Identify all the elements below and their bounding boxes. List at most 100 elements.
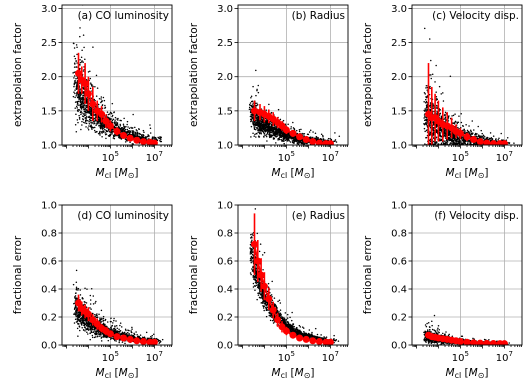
- scatter-point: [255, 136, 257, 138]
- scatter-point: [460, 112, 462, 115]
- scatter-point: [425, 84, 428, 87]
- y-tick-label: 1.0: [217, 141, 233, 152]
- scatter-point: [142, 129, 145, 132]
- scatter-point: [103, 99, 106, 102]
- scatter-point: [451, 142, 453, 144]
- scatter-point: [456, 142, 459, 144]
- scatter-point: [78, 109, 81, 111]
- scatter-point: [458, 138, 461, 141]
- scatter-point: [478, 135, 480, 138]
- scatter-point: [73, 66, 76, 68]
- scatter-point: [81, 124, 83, 126]
- scatter-point: [106, 111, 109, 113]
- scatter-point: [131, 127, 133, 129]
- scatter-point: [282, 133, 284, 136]
- scatter-point: [97, 331, 100, 334]
- scatter-point: [334, 140, 336, 142]
- scatter-point: [135, 134, 137, 136]
- scatter-point: [436, 106, 438, 108]
- scatter-point: [482, 134, 485, 136]
- scatter-point: [84, 287, 86, 290]
- scatter-point: [99, 120, 101, 123]
- x-tick-label: 107: [146, 150, 163, 164]
- x-tick-label: 105: [278, 150, 295, 164]
- scatter-point: [72, 95, 75, 98]
- scatter-point: [149, 127, 152, 129]
- scatter-point: [452, 134, 455, 137]
- scatter-point: [457, 121, 460, 124]
- median-point: [476, 138, 484, 145]
- scatter-point: [115, 121, 117, 123]
- y-tick-label: 1.0: [41, 141, 57, 152]
- scatter-point: [469, 131, 471, 134]
- scatter-point: [85, 109, 88, 111]
- scatter-point: [255, 127, 258, 129]
- scatter-point: [114, 121, 116, 123]
- scatter-point: [274, 129, 277, 131]
- scatter-point: [73, 91, 75, 93]
- scatter-point: [498, 137, 500, 140]
- scatter-point: [255, 132, 258, 135]
- scatter-point: [291, 141, 294, 144]
- scatter-point: [141, 135, 144, 138]
- scatter-point: [124, 128, 127, 131]
- scatter-point: [89, 116, 91, 119]
- scatter-point: [429, 125, 431, 127]
- scatter-point: [153, 138, 156, 140]
- scatter-point: [284, 135, 287, 138]
- scatter-point: [444, 111, 447, 114]
- scatter-point: [283, 133, 286, 135]
- scatter-point: [75, 66, 77, 68]
- scatter-point: [114, 119, 116, 121]
- scatter-point: [453, 123, 456, 125]
- scatter-point: [111, 132, 113, 134]
- scatter-point: [126, 140, 128, 142]
- scatter-point: [128, 127, 131, 130]
- scatter-point: [263, 136, 265, 138]
- scatter-point: [85, 126, 87, 128]
- scatter-point: [456, 121, 458, 123]
- scatter-point: [432, 140, 435, 143]
- scatter-point: [153, 333, 155, 335]
- scatter-point: [118, 134, 121, 137]
- scatter-point: [86, 101, 88, 103]
- scatter-point: [76, 104, 79, 106]
- scatter-point: [84, 105, 87, 107]
- scatter-point: [88, 122, 91, 125]
- scatter-point: [485, 137, 488, 140]
- y-axis: 1.01.52.02.53.0: [391, 4, 412, 152]
- scatter-point: [462, 137, 464, 140]
- scatter-point: [261, 130, 264, 133]
- scatter-point: [439, 108, 441, 111]
- scatter-point: [440, 93, 442, 95]
- scatter-point: [80, 105, 83, 107]
- scatter-point: [338, 135, 341, 137]
- scatter-point: [98, 125, 100, 127]
- scatter-point: [271, 130, 274, 132]
- scatter-point: [100, 131, 103, 133]
- scatter-point: [85, 111, 87, 114]
- scatter-point: [283, 136, 286, 139]
- scatter-point: [260, 118, 263, 120]
- scatter-point: [286, 140, 289, 142]
- scatter-point: [103, 130, 105, 133]
- scatter-point: [260, 124, 263, 127]
- scatter-point: [291, 137, 294, 139]
- scatter-point: [159, 140, 162, 143]
- scatter-point: [266, 132, 269, 135]
- scatter-point: [457, 126, 459, 129]
- scatter-point: [98, 119, 100, 121]
- scatter-point: [474, 132, 477, 135]
- median-point: [120, 131, 128, 139]
- scatter-point: [79, 35, 81, 38]
- scatter-point: [320, 133, 323, 135]
- scatter-point: [95, 131, 97, 133]
- scatter-point: [106, 130, 109, 133]
- scatter-point: [155, 337, 157, 340]
- scatter-point: [315, 135, 318, 138]
- scatter-point: [76, 119, 79, 121]
- y-tick-label: 2.0: [41, 72, 57, 83]
- scatter-point: [73, 80, 76, 82]
- scatter-point: [269, 122, 271, 125]
- scatter-point: [87, 127, 89, 129]
